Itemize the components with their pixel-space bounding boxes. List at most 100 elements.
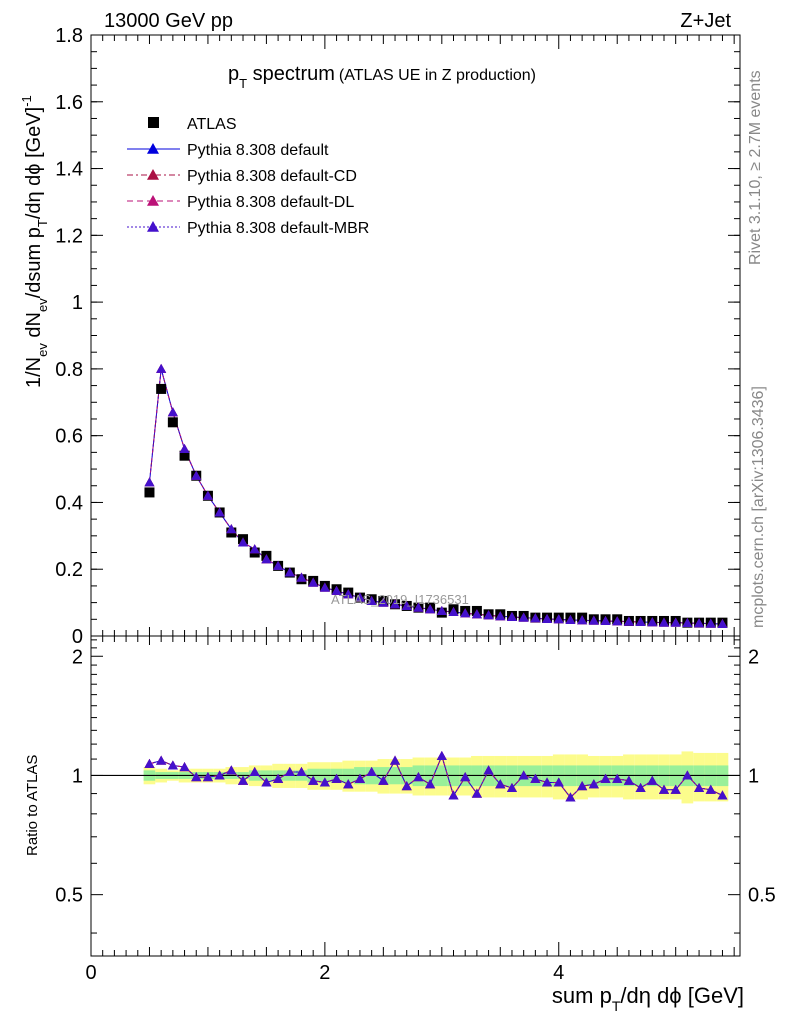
mc-point (179, 444, 190, 454)
ratio-point (308, 775, 319, 785)
ratio-frame (90, 635, 741, 957)
analysis-watermark: ATLAS_2019_I1736531 (331, 592, 469, 607)
ratio-point (623, 775, 634, 785)
mc-line-top (148, 368, 723, 625)
ratio-point (273, 773, 284, 783)
mc-point (471, 609, 482, 619)
mc-point (600, 615, 611, 625)
mc-point (202, 490, 213, 500)
ratio-point (378, 775, 389, 785)
ratio-tick-label: 1 (72, 765, 83, 787)
ratio-point (717, 790, 728, 800)
x-axis-label: sum pT/dη dϕ [GeV] (552, 983, 744, 1014)
ratio-y-label: Ratio to ATLAS (24, 755, 41, 856)
mc-point (378, 597, 389, 607)
mc-point (401, 600, 412, 610)
ratio-point (518, 770, 529, 780)
mc-point (460, 608, 471, 618)
mc-point (308, 577, 319, 587)
ratio-point (144, 758, 155, 768)
mc-point (658, 617, 669, 627)
data-point (179, 450, 190, 461)
ratio-point (694, 782, 705, 792)
mc-point (214, 507, 225, 517)
mc-point (296, 572, 307, 582)
ratio-tick-label: 2 (72, 646, 83, 668)
ratio-point (191, 772, 202, 782)
ratio-point (530, 773, 541, 783)
ratio-point (284, 767, 295, 777)
legend-label: Pythia 8.308 default (187, 142, 329, 159)
ratio-point (390, 755, 401, 765)
mc-point (694, 618, 705, 628)
y-tick-label: 0.8 (55, 359, 83, 381)
y-tick-label: 0.4 (55, 492, 83, 514)
legend-marker-square (148, 117, 159, 128)
ratio-point (483, 765, 494, 775)
y-tick-label: 1.6 (55, 92, 83, 114)
legend-marker-triangle (147, 195, 159, 206)
y-tick-label: 1.4 (55, 159, 83, 181)
mc-point (553, 614, 564, 624)
ratio-point (553, 777, 564, 787)
mc-point (612, 616, 623, 626)
x-tick-label: 2 (319, 962, 330, 984)
legend-marker-triangle (147, 169, 159, 180)
ratio-point (319, 777, 330, 787)
mc-point (670, 617, 681, 627)
mc-line-top (148, 368, 723, 625)
ratio-point (577, 781, 588, 791)
mc-point (331, 585, 342, 595)
legend-marker-triangle (147, 221, 159, 232)
mcplots-label: mcplots.cern.ch [arXiv:1306.3436] (750, 386, 767, 628)
data-point (167, 417, 178, 428)
legend-label: Pythia 8.308 default-DL (187, 194, 354, 211)
mc-point (448, 606, 459, 616)
mc-point (366, 595, 377, 605)
mc-point (238, 537, 249, 547)
mc-point (413, 602, 424, 612)
mc-point (284, 567, 295, 577)
mc-point (343, 589, 354, 599)
ratio-point (401, 781, 412, 791)
ratio-point (366, 767, 377, 777)
mc-point (623, 616, 634, 626)
ratio-point (565, 792, 576, 802)
mc-line-top (148, 368, 723, 625)
mc-point (506, 611, 517, 621)
ratio-point (249, 767, 260, 777)
mc-point (530, 613, 541, 623)
ratio-point (460, 772, 471, 782)
mc-point (682, 617, 693, 627)
mc-point (354, 592, 365, 602)
y-tick-label: 1.8 (55, 25, 83, 47)
ratio-point (179, 762, 190, 772)
ratio-point (214, 770, 225, 780)
ratio-point (343, 779, 354, 789)
mc-point (705, 618, 716, 628)
mc-point (261, 554, 272, 564)
ratio-point (471, 788, 482, 798)
mc-point (483, 610, 494, 620)
ratio-point (705, 784, 716, 794)
data-point (156, 383, 167, 394)
y-tick-label: 1 (72, 292, 83, 314)
ratio-point (612, 773, 623, 783)
mc-point (167, 407, 178, 417)
mc-point (226, 524, 237, 534)
y-tick-label: 0.2 (55, 559, 83, 581)
header-left: 13000 GeV pp (104, 10, 233, 32)
ratio-tick-label-right: 0.5 (748, 885, 776, 907)
ratio-point (647, 775, 658, 785)
data-point (144, 487, 155, 498)
x-tick-label: 0 (85, 962, 96, 984)
mc-point (635, 616, 646, 626)
mc-point (191, 470, 202, 480)
mc-point (436, 605, 447, 615)
ratio-point (238, 775, 249, 785)
ratio-point (331, 773, 342, 783)
legend-marker-triangle (147, 143, 159, 154)
mc-point (577, 615, 588, 625)
mc-point (319, 582, 330, 592)
